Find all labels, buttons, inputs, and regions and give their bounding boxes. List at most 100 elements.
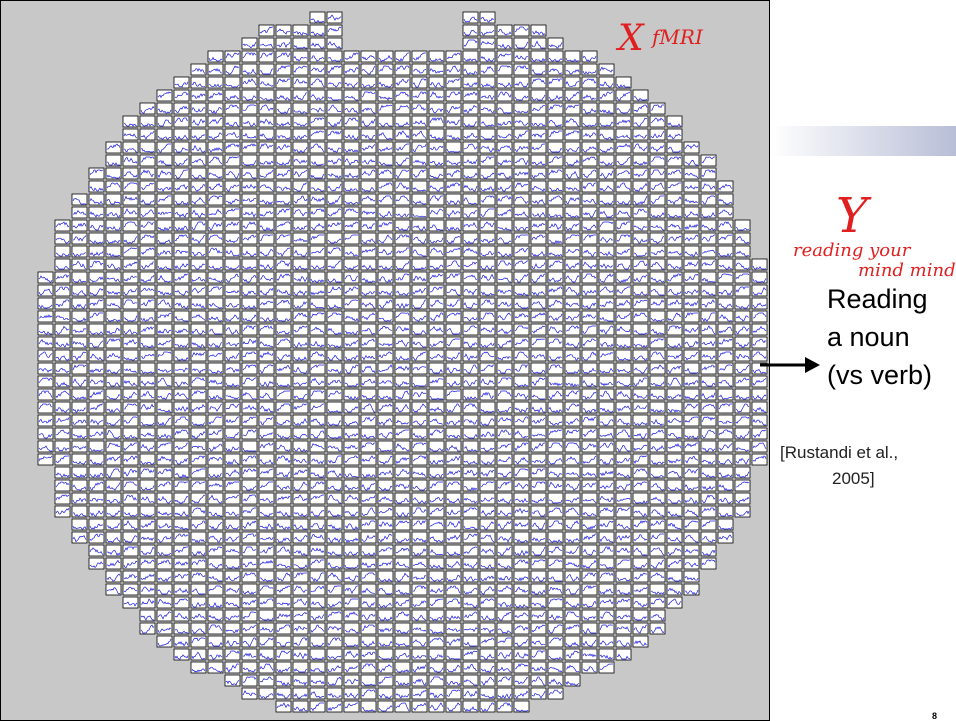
voxel-box [361,337,376,348]
voxel-box [412,233,427,244]
voxel-box [276,272,291,283]
voxel-box [429,363,444,374]
voxel-box [480,233,495,244]
voxel-box [701,155,716,166]
voxel-box [55,402,70,413]
voxel-box [344,90,359,101]
arrow-head [805,357,820,373]
voxel-box [616,441,631,452]
voxel-box [276,51,291,62]
voxel-box [480,129,495,140]
voxel-box [463,636,478,647]
voxel-box [208,259,223,270]
voxel-box [310,25,325,36]
voxel-box [616,259,631,270]
voxel-box [480,363,495,374]
voxel-box [174,415,189,426]
voxel-box [616,207,631,218]
voxel-box [395,129,410,140]
voxel-box [548,636,563,647]
voxel-box [191,77,206,88]
voxel-box [599,337,614,348]
voxel-box [208,519,223,530]
voxel-box [225,298,240,309]
voxel-box [514,129,529,140]
voxel-box [565,610,580,621]
voxel-box [55,389,70,400]
voxel-box [191,363,206,374]
voxel-box [480,428,495,439]
voxel-box [599,129,614,140]
voxel-box [429,636,444,647]
slide-text: Reading [827,284,928,314]
voxel-box [616,142,631,153]
voxel-box [650,142,665,153]
voxel-box [463,532,478,543]
voxel-box [582,90,597,101]
voxel-box [616,597,631,608]
voxel-box [480,90,495,101]
voxel-box [259,675,274,686]
voxel-box [344,636,359,647]
voxel-box [514,675,529,686]
voxel-box [582,168,597,179]
voxel-box [259,155,274,166]
voxel-box [565,532,580,543]
voxel-box [429,181,444,192]
voxel-box [752,428,767,439]
voxel-box [497,506,512,517]
voxel-box [140,194,155,205]
voxel-box [395,298,410,309]
voxel-box [225,272,240,283]
voxel-box [599,90,614,101]
voxel-box [361,350,376,361]
voxel-box [310,181,325,192]
voxel-box [259,25,274,36]
voxel-box [361,77,376,88]
voxel-box [650,324,665,335]
voxel-box [497,571,512,582]
voxel-box [718,207,733,218]
voxel-box [633,545,648,556]
voxel-box [480,636,495,647]
voxel-box [650,558,665,569]
voxel-box [259,389,274,400]
voxel-box [89,389,104,400]
voxel-box [667,428,682,439]
voxel-box [293,194,308,205]
voxel-box [548,220,563,231]
voxel-box [55,311,70,322]
voxel-box [701,285,716,296]
voxel-box [650,337,665,348]
voxel-box [293,155,308,166]
voxel-box [582,194,597,205]
voxel-box [429,168,444,179]
voxel-box [310,610,325,621]
voxel-box [242,480,257,491]
voxel-box [293,558,308,569]
voxel-box [514,493,529,504]
voxel-box [463,103,478,114]
voxel-box [344,571,359,582]
voxel-box [242,532,257,543]
voxel-box [480,376,495,387]
handwritten-note: mind mind [858,260,956,281]
voxel-box [497,363,512,374]
voxel-box [140,246,155,257]
voxel-box [38,350,53,361]
voxel-box [582,467,597,478]
voxel-box [463,662,478,673]
voxel-box [140,558,155,569]
voxel-box [378,649,393,660]
voxel-box [293,324,308,335]
voxel-box [735,363,750,374]
voxel-box [412,649,427,660]
voxel-box [463,324,478,335]
voxel-box [89,558,104,569]
voxel-box [463,155,478,166]
voxel-box [633,532,648,543]
voxel-box [72,350,87,361]
voxel-box [429,610,444,621]
voxel-box [429,649,444,660]
voxel-box [463,480,478,491]
